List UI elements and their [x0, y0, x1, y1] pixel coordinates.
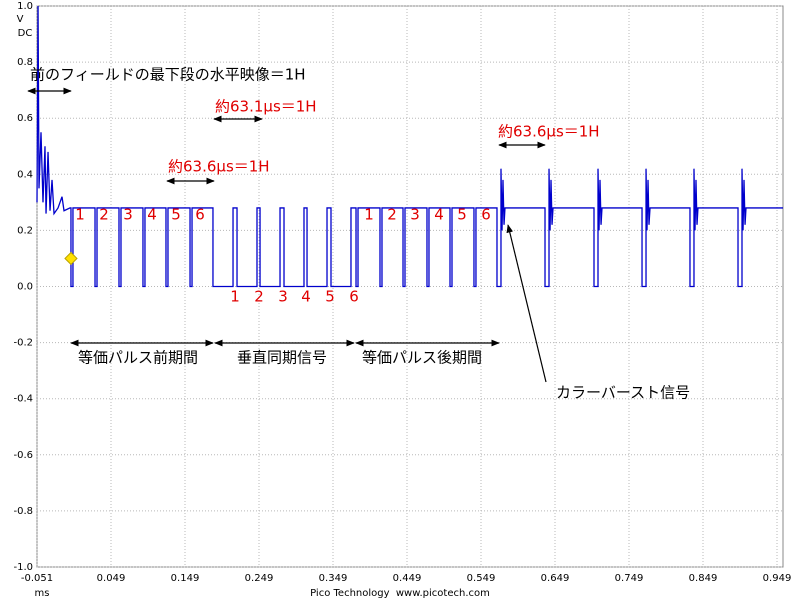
trace [36, 5, 783, 288]
annotation: 前のフィールドの最下段の水平映像＝1H [30, 66, 306, 84]
y-tick-label: -0.2 [13, 338, 33, 349]
x-tick-label: 0.349 [319, 573, 348, 584]
x-unit: ms [35, 588, 50, 599]
annotation: 約63.6μs＝1H [168, 158, 270, 176]
x-tick-label: 0.149 [171, 573, 200, 584]
x-tick-label: 0.949 [763, 573, 792, 584]
pulse-label: 4 [147, 206, 157, 224]
pulse-label: 5 [325, 288, 335, 306]
pulse-label: 1 [364, 206, 374, 224]
footer: Pico Technology www.picotech.com [310, 588, 490, 599]
y-tick-label: 1.0 [17, 1, 33, 12]
annotations: 前のフィールドの最下段の水平映像＝1H 約63.1μs＝1H 約63.6μs＝1H 約… [27, 66, 690, 402]
pulse-label: 4 [434, 206, 444, 224]
annotation: 垂直同期信号 [237, 349, 327, 367]
trigger-marker [64, 251, 78, 266]
x-tick-label: 0.249 [245, 573, 274, 584]
pulse-label: 5 [457, 206, 467, 224]
pulse-label: 5 [171, 206, 181, 224]
y-tick-label: -1.0 [13, 562, 33, 573]
pulse-label: 3 [410, 206, 420, 224]
x-tick-label: 0.749 [615, 573, 644, 584]
pulse-label: 3 [278, 288, 288, 306]
pulse-label: 2 [99, 206, 109, 224]
x-tick-label: 0.849 [689, 573, 718, 584]
annotation: カラーバースト信号 [556, 384, 690, 402]
y-tick-label: -0.8 [13, 506, 33, 517]
pulse-label: 2 [254, 288, 264, 306]
annotation: 約63.6μs＝1H [498, 123, 600, 141]
y-tick-label: 0.4 [17, 169, 33, 180]
x-tick-label: 0.449 [393, 573, 422, 584]
y-unit: DC [18, 28, 33, 39]
y-unit: V [17, 14, 24, 25]
annotation: 約63.1μs＝1H [215, 98, 317, 116]
pulse-label: 2 [387, 206, 397, 224]
pulse-label: 6 [195, 206, 205, 224]
y-tick-label: -0.6 [13, 450, 33, 461]
pulse-label: 1 [75, 206, 85, 224]
pulse-label: 6 [481, 206, 491, 224]
y-tick-label: 0.8 [17, 57, 33, 68]
grid [36, 5, 783, 568]
x-tick-label: 0.049 [97, 573, 126, 584]
x-tick-label: 0.549 [467, 573, 496, 584]
waveform [36, 5, 783, 288]
pulse-label: 1 [230, 288, 240, 306]
y-tick-label: 0.0 [17, 282, 33, 293]
pointer-arrow [506, 224, 547, 383]
annotation: 等価パルス前期間 [78, 349, 198, 367]
y-tick-label: 0.2 [17, 225, 33, 236]
annotation: 等価パルス後期間 [362, 349, 482, 367]
y-tick-label: 0.6 [17, 113, 33, 124]
x-tick-label: -0.051 [21, 573, 53, 584]
x-tick-label: 0.649 [541, 573, 570, 584]
pulse-label: 6 [349, 288, 359, 306]
y-tick-label: -0.4 [13, 394, 33, 405]
pulse-label: 3 [123, 206, 133, 224]
pulse-label: 4 [301, 288, 311, 306]
